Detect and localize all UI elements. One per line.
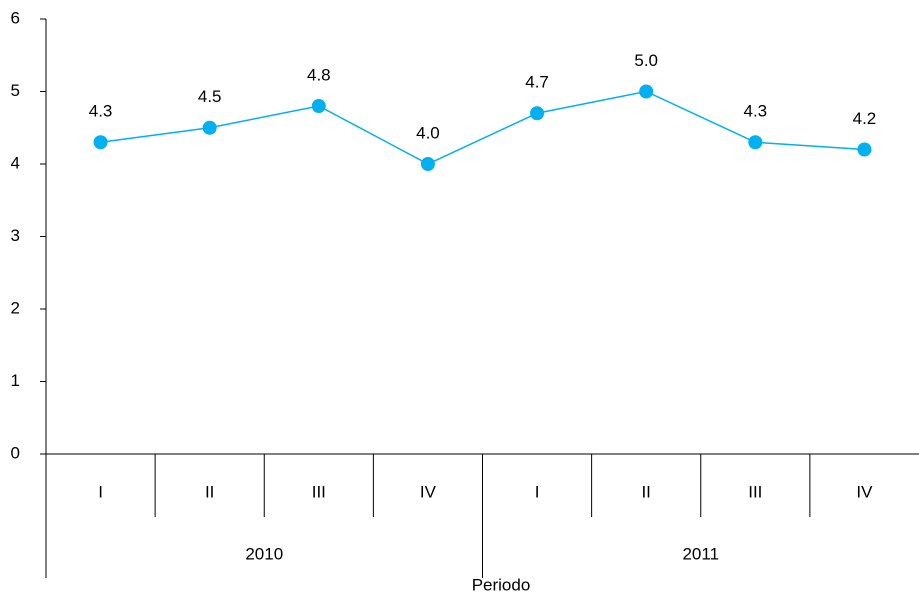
group-label: 2011	[682, 544, 719, 563]
x-tick-label: IV	[420, 482, 437, 501]
marker	[639, 84, 654, 99]
x-tick-label: III	[312, 482, 326, 501]
x-tick-label: I	[98, 482, 103, 501]
x-tick-label: IV	[856, 482, 873, 501]
value-label: 4.7	[525, 73, 549, 92]
y-tick-label: 6	[11, 8, 20, 27]
marker	[202, 120, 217, 135]
y-tick-label: 1	[11, 371, 20, 390]
x-tick-label: I	[535, 482, 540, 501]
y-tick-label: 3	[11, 226, 20, 245]
value-label: 4.8	[307, 65, 331, 84]
value-label: 4.0	[416, 123, 440, 142]
marker	[311, 99, 326, 113]
x-tick-label: III	[748, 482, 762, 501]
marker	[530, 106, 545, 121]
marker	[420, 157, 435, 171]
value-label: 4.3	[89, 102, 113, 121]
x-tick-label: II	[205, 482, 214, 501]
y-tick-label: 0	[11, 443, 20, 462]
value-label: 4.3	[743, 102, 767, 121]
marker	[93, 135, 108, 150]
x-axis-label: Periodo	[472, 575, 531, 594]
y-tick-label: 5	[11, 81, 20, 100]
group-label: 2010	[245, 544, 283, 563]
value-label: 4.5	[198, 87, 222, 106]
x-tick-label: II	[641, 482, 650, 501]
value-label: 5.0	[634, 51, 658, 70]
y-tick-label: 4	[11, 153, 20, 172]
marker	[748, 135, 763, 150]
line	[100, 90, 865, 165]
marker	[857, 142, 872, 157]
value-label: 4.2	[853, 109, 877, 128]
y-tick-label: 2	[11, 298, 20, 317]
